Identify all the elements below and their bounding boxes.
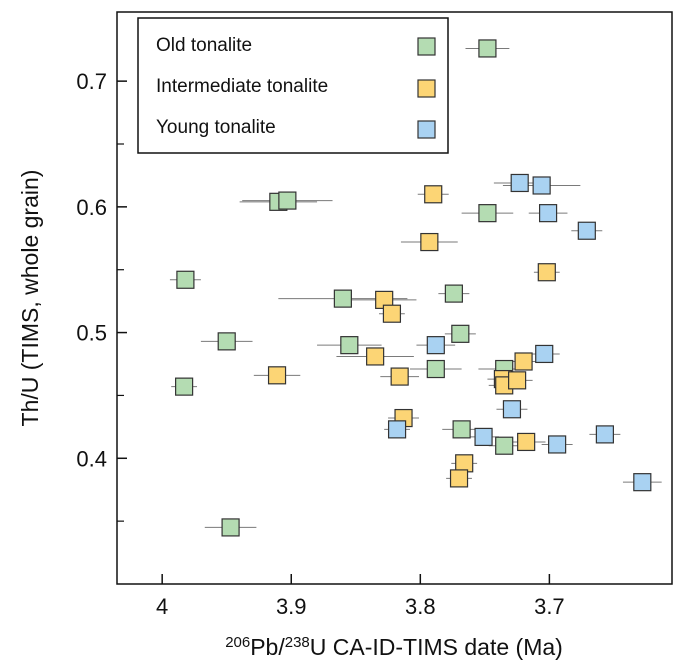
x-tick-label: 3.8 bbox=[405, 594, 436, 619]
legend-box bbox=[137, 17, 449, 154]
y-tick-label: 0.7 bbox=[76, 69, 107, 94]
point-old-tonalite bbox=[495, 436, 514, 455]
point-young-tonalite bbox=[548, 435, 567, 454]
point-intermediate-tonalite bbox=[420, 232, 439, 252]
point-intermediate-tonalite bbox=[424, 185, 443, 204]
point-old-tonalite bbox=[175, 377, 194, 396]
legend-swatch-young-tonalite bbox=[417, 120, 436, 139]
x-axis-title: 206Pb/238U CA-ID-TIMS date (Ma) bbox=[225, 634, 563, 660]
legend-swatch-intermediate-tonalite bbox=[417, 79, 436, 98]
point-old-tonalite bbox=[478, 204, 497, 223]
point-intermediate-tonalite bbox=[382, 304, 402, 323]
point-intermediate-tonalite bbox=[514, 352, 533, 371]
point-old-tonalite bbox=[426, 359, 445, 379]
x-axis: 4 3.9 3.8 3.7 bbox=[156, 574, 565, 619]
legend-label-intermediate-tonalite: Intermediate tonalite bbox=[156, 76, 328, 97]
point-intermediate-tonalite bbox=[449, 469, 469, 488]
point-old-tonalite bbox=[444, 284, 463, 303]
point-young-tonalite bbox=[426, 336, 445, 355]
point-young-tonalite bbox=[474, 427, 493, 447]
point-old-tonalite bbox=[176, 270, 195, 289]
point-old-tonalite bbox=[221, 518, 240, 537]
point-young-tonalite bbox=[532, 176, 551, 195]
legend: Old tonalite Intermediate tonalite Young… bbox=[137, 17, 449, 154]
point-intermediate-tonalite bbox=[455, 454, 474, 473]
point-intermediate-tonalite bbox=[366, 347, 385, 366]
point-intermediate-tonalite bbox=[390, 367, 409, 386]
point-young-tonalite bbox=[502, 400, 522, 419]
point-young-tonalite bbox=[535, 344, 554, 364]
point-young-tonalite bbox=[538, 204, 558, 223]
legend-label-young-tonalite: Young tonalite bbox=[156, 117, 276, 138]
point-intermediate-tonalite bbox=[537, 263, 556, 282]
x-tick-label: 4 bbox=[156, 594, 168, 619]
legend-swatch-old-tonalite bbox=[417, 37, 436, 56]
point-young-tonalite bbox=[633, 473, 652, 492]
point-old-tonalite bbox=[278, 191, 297, 210]
plot-area-frame bbox=[116, 11, 673, 585]
point-old-tonalite bbox=[451, 324, 470, 343]
point-old-tonalite bbox=[340, 336, 359, 355]
y-tick-label: 0.5 bbox=[76, 321, 107, 346]
point-intermediate-tonalite bbox=[267, 366, 287, 385]
point-young-tonalite bbox=[577, 221, 596, 240]
point-intermediate-tonalite bbox=[517, 432, 536, 452]
y-axis-title: Th/U (TIMS, whole grain) bbox=[17, 170, 43, 427]
x-tick-label: 3.7 bbox=[534, 594, 565, 619]
y-tick-label: 0.4 bbox=[76, 446, 107, 471]
point-young-tonalite bbox=[510, 173, 529, 193]
data-markers bbox=[175, 39, 652, 537]
point-young-tonalite bbox=[387, 420, 407, 439]
point-old-tonalite bbox=[452, 420, 471, 439]
point-intermediate-tonalite bbox=[508, 371, 527, 390]
y-tick-label: 0.6 bbox=[76, 195, 107, 220]
point-young-tonalite bbox=[595, 425, 614, 444]
point-old-tonalite bbox=[333, 289, 352, 308]
legend-label-old-tonalite: Old tonalite bbox=[156, 35, 252, 56]
point-old-tonalite bbox=[478, 39, 497, 58]
point-old-tonalite bbox=[217, 332, 236, 351]
x-tick-label: 3.9 bbox=[276, 594, 307, 619]
y-axis: 0.4 0.5 0.6 0.7 bbox=[76, 69, 127, 522]
